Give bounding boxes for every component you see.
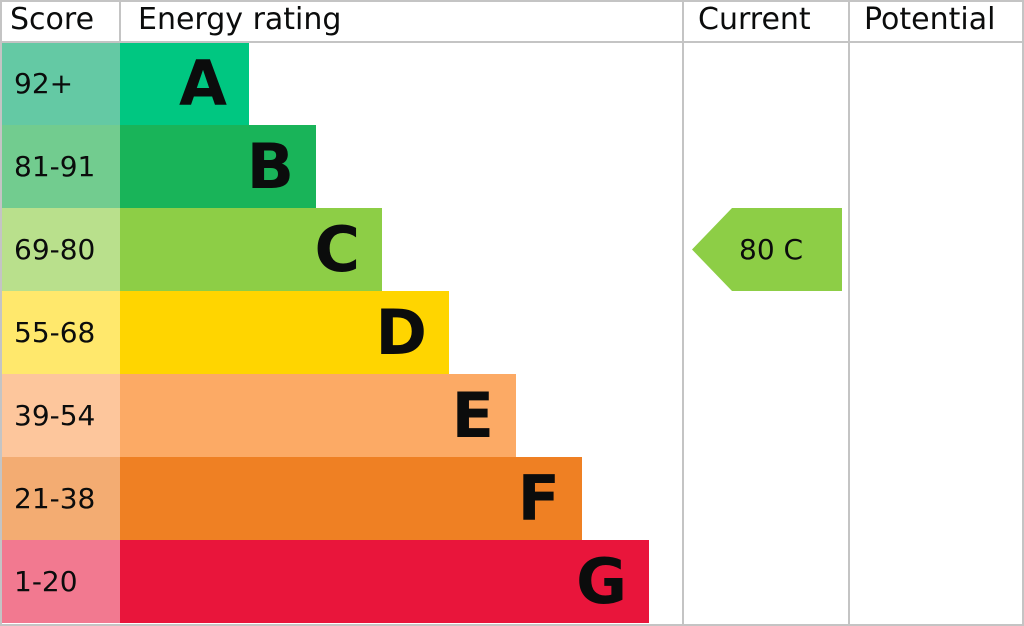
divider	[1022, 0, 1024, 626]
rating-bar-b: B	[120, 125, 316, 208]
rating-bar-g: G	[120, 540, 649, 623]
current-rating-arrow	[692, 208, 842, 291]
rating-bar-e: E	[120, 374, 516, 457]
score-range-f: 21-38	[0, 457, 120, 540]
rating-bar-d: D	[120, 291, 449, 374]
header-energy-rating: Energy rating	[138, 2, 342, 37]
divider	[0, 624, 1024, 626]
divider	[0, 0, 1024, 2]
rating-bar-a: A	[120, 42, 249, 125]
divider	[0, 41, 1024, 43]
divider	[119, 0, 121, 42]
divider	[848, 0, 850, 626]
score-range-e: 39-54	[0, 374, 120, 457]
score-range-b: 81-91	[0, 125, 120, 208]
divider	[0, 0, 2, 626]
divider	[682, 0, 684, 626]
header-potential: Potential	[864, 2, 996, 37]
score-range-g: 1-20	[0, 540, 120, 623]
rating-bar-c: C	[120, 208, 382, 291]
score-range-d: 55-68	[0, 291, 120, 374]
rating-bar-f: F	[120, 457, 582, 540]
score-range-a: 92+	[0, 42, 120, 125]
current-rating-label: 80 C	[739, 233, 804, 266]
header-current: Current	[698, 2, 811, 37]
score-range-c: 69-80	[0, 208, 120, 291]
header-score: Score	[10, 2, 95, 37]
